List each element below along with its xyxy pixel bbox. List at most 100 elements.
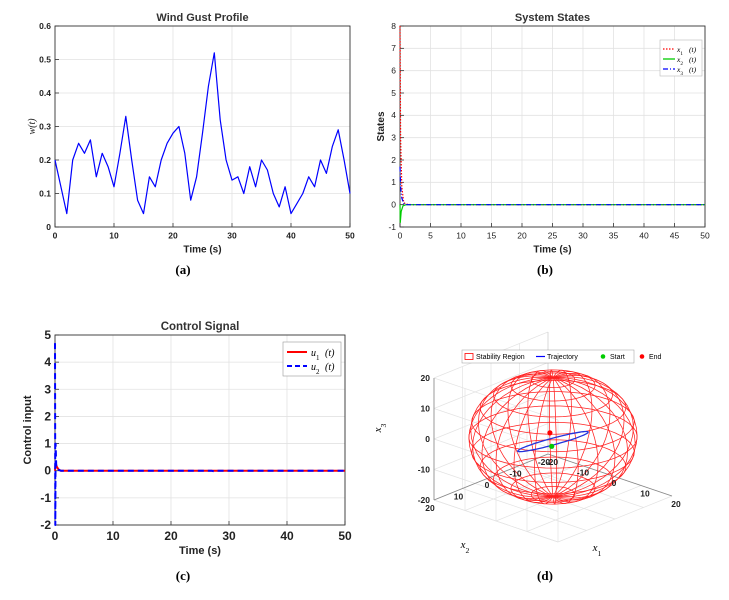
x3-tick-label: 20 [421,373,431,383]
ellipsoid-longitude [534,377,554,505]
x3-tick-label: 0 [425,434,430,444]
grid-line [557,495,673,543]
x3-axis-label: x3 [372,423,388,433]
y-tick-label: 3 [391,133,396,143]
y-tick-label: 0 [44,464,51,478]
legend-swatch-3 [600,354,606,359]
trajectory-line [516,430,590,453]
legend-box [461,349,635,364]
ellipsoid-longitude [513,377,554,503]
y-tick-label: 0.5 [39,54,51,64]
y-tick-label: 0 [391,200,396,210]
x-tick-label: 20 [164,529,178,543]
x1-axis-label: x1 [592,542,602,558]
svg-text:(t): (t) [689,55,697,64]
x-tick-label: 30 [222,529,236,543]
end-marker [547,430,553,436]
chart-stability-region-3d: -20 -10 0 10 20 -20 -10 0 10 20 -20 -10 0 10 20 x1 x2 x3 S… [365,300,729,600]
grid-line [526,485,642,532]
y-tick-label: 2 [391,155,396,165]
plot-frame [54,25,351,228]
y-tick-label: 0.2 [39,155,51,165]
ellipsoid-longitude [490,373,554,497]
x-axis-label: Time (s) [183,245,221,256]
y-tick-label: 7 [391,43,396,53]
start-marker [549,443,555,449]
grid-line [433,377,559,421]
legend-label-2: u2 [311,362,320,376]
legend-label-3: x3 [676,65,683,77]
grid-line [433,499,559,543]
x3-tick-label: -20 [418,495,431,505]
ellipsoid-longitude [552,377,638,497]
chart-system-states: System States 0 5 10 15 20 25 30 35 40 45 50 -1 0 1 2 3 4… [365,0,729,290]
x-tick-label: 50 [345,231,355,241]
ellipsoid-longitude [481,377,554,500]
x1-tick-label: 10 [640,489,650,499]
y-axis-label: Control input [22,395,34,464]
series-line-1 [399,25,705,206]
y-tick-label: 1 [391,177,396,187]
x-tick-label: 40 [639,231,649,241]
y-tick-label: 2 [44,409,51,423]
y-tick-label: -1 [40,491,51,505]
x-tick-label: 45 [670,231,680,241]
x-tick-label: 25 [548,231,558,241]
x-axis-label: Time (s) [179,545,221,557]
x-tick-label: 0 [398,231,403,241]
ellipsoid-longitude [549,369,554,497]
x2-axis-label: x2 [460,539,470,555]
y-tick-label: 4 [391,110,396,120]
x-tick-label: 40 [280,529,294,543]
x1-tick-label: -20 [546,457,559,467]
x-tick-label: 0 [53,231,58,241]
chart-title: Control Signal [161,321,240,333]
x2-tick-label: -10 [509,469,522,479]
ellipsoid-longitude [470,376,554,497]
y-axis-label: States [376,111,387,141]
x-tick-label: 15 [487,231,497,241]
x-tick-label: 5 [428,231,433,241]
ellipsoid-longitude [552,376,634,497]
y-tick-label: 3 [44,382,51,396]
caption-a: (a) [175,262,191,277]
chart-title: Wind Gust Profile [156,12,248,24]
legend-label-1: x1 [676,45,683,57]
x1-tick-label: -10 [577,468,590,478]
y-tick-label: -1 [388,222,396,232]
x-tick-label: 35 [609,231,619,241]
axis-x1 [547,453,673,497]
ellipsoid-longitude [472,377,554,498]
x-tick-label: 20 [517,231,527,241]
chart-wind-gust: Wind Gust Profile 0 10 20 30 40 50 0 0.1 0.2 0.3 0.… [0,0,365,290]
legend-label-2: x2 [676,55,683,67]
y-tick-label: 0.3 [39,121,51,131]
ellipsoid-longitude [552,377,599,503]
x1-tick-label: 20 [671,499,681,509]
ellipsoid-longitude [478,375,554,497]
legend-box [282,341,342,377]
y-tick-label: 5 [391,88,396,98]
x-tick-label: 10 [456,231,466,241]
x-tick-label: 10 [109,231,119,241]
caption-b: (b) [537,262,553,277]
y-tick-label: 0.1 [39,188,51,198]
legend-swatch-1 [464,353,474,360]
svg-text:(t): (t) [325,348,335,359]
svg-text:(t): (t) [689,45,697,54]
y-tick-label: 5 [44,328,51,342]
legend-label-2: Trajectory [547,354,578,361]
ellipsoid-longitude [552,377,579,504]
y-tick-label: 4 [44,355,51,369]
x-tick-label: 0 [52,529,59,543]
plot-frame [54,334,346,526]
legend-label-4: End [649,354,662,361]
x-tick-label: 50 [700,231,710,241]
legend-label-3: Start [610,354,625,361]
y-tick-label: 0.6 [39,21,51,31]
series-line-1 [54,461,345,472]
x1-tick-label: 0 [612,478,617,488]
x-tick-label: 20 [168,231,178,241]
x2-tick-label: 10 [454,492,464,502]
